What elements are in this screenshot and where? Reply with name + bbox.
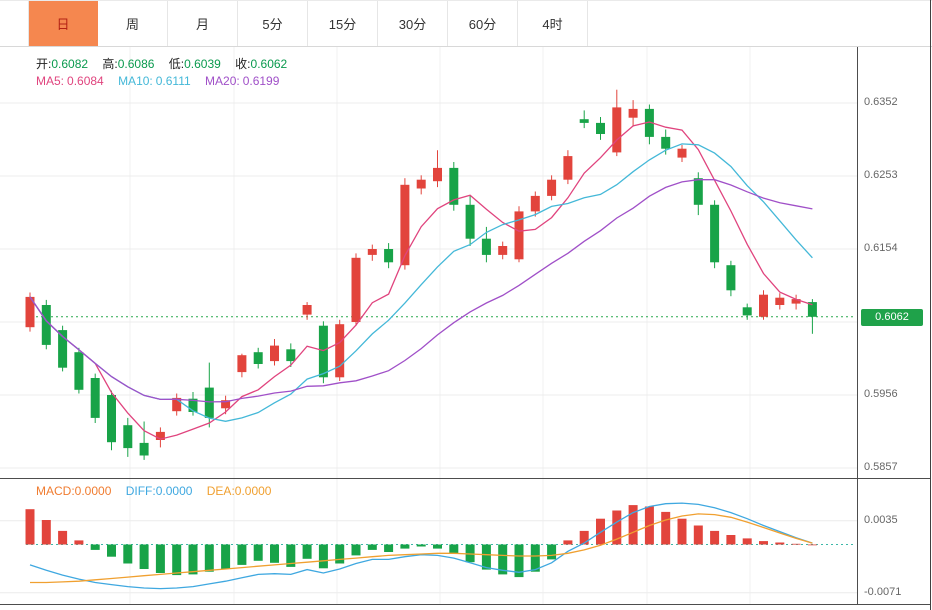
- axis-separator-vertical: [857, 47, 858, 604]
- y-axis-label: 0.6154: [864, 242, 898, 254]
- tab-15min[interactable]: 15分: [308, 1, 378, 46]
- chart-right-border: [930, 0, 931, 610]
- y-axis-label: 0.5956: [864, 388, 898, 400]
- y-axis-label: 0.6352: [864, 96, 898, 108]
- tab-5min[interactable]: 5分: [238, 1, 308, 46]
- candlestick-chart-canvas[interactable]: [0, 47, 857, 478]
- y-axis-label: 0.6253: [864, 169, 898, 181]
- tab-4hour[interactable]: 4时: [518, 1, 588, 46]
- current-price-badge: 0.6062: [861, 308, 923, 326]
- tab-30min[interactable]: 30分: [378, 1, 448, 46]
- y-axis-label: 0.0035: [864, 513, 898, 526]
- tab-week[interactable]: 周: [98, 1, 168, 46]
- timeframe-tabs: 日 周 月 5分 15分 30分 60分 4时: [0, 0, 932, 47]
- y-axis-label: -0.0071: [864, 585, 902, 598]
- tab-60min[interactable]: 60分: [448, 1, 518, 46]
- macd-chart-canvas[interactable]: [0, 479, 857, 604]
- chart-bottom-border: [0, 604, 931, 605]
- tab-month[interactable]: 月: [168, 1, 238, 46]
- tab-day[interactable]: 日: [28, 1, 98, 46]
- y-axis-label: 0.5857: [864, 461, 898, 473]
- panel-separator-horizontal: [0, 478, 931, 479]
